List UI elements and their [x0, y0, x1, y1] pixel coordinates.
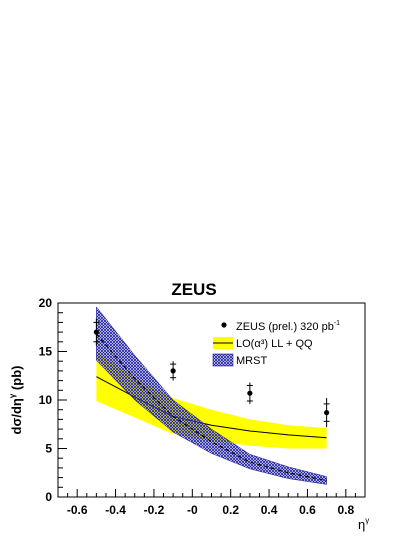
legend: ZEUS (prel.) 320 pb-1 LO(α³) LL + QQ MRS…: [212, 320, 340, 367]
mrst-uncertainty-band: [96, 306, 327, 485]
x-tick-label-3: -0: [187, 503, 198, 517]
y-axis-label-sup: γ: [8, 393, 17, 398]
y-tick-label-2: 10: [39, 393, 53, 407]
data-point-0: [93, 329, 99, 335]
y-tick-label-1: 5: [45, 442, 52, 456]
legend-mrst-label: MRST: [236, 355, 267, 367]
x-tick-label-0: -0.6: [67, 503, 88, 517]
y-tick-label-3: 15: [39, 345, 53, 359]
y-axis-label: dσ/dηγ (pb): [8, 366, 24, 435]
legend-data-text: ZEUS (prel.) 320 pb: [236, 321, 334, 333]
x-tick-label-2: -0.2: [144, 503, 165, 517]
x-axis-label-sup: γ: [365, 516, 369, 525]
x-tick-label-4: 0.2: [222, 503, 239, 517]
chart-title: ZEUS: [171, 280, 216, 299]
x-axis-label: ηγ: [358, 516, 369, 532]
legend-data-marker: [221, 322, 227, 328]
legend-data-label: ZEUS (prel.) 320 pb-1: [236, 320, 340, 333]
data-point-1: [170, 368, 176, 374]
data-point-3: [324, 410, 330, 416]
x-tick-label-6: 0.6: [299, 503, 316, 517]
x-axis: -0.6 -0.4 -0.2 -0 0.2 0.4 0.6 0.8: [57, 489, 366, 517]
x-tick-label-5: 0.4: [261, 503, 278, 517]
y-axis-label-pre: dσ/dη: [9, 398, 24, 434]
legend-lo-label: LO(α³) LL + QQ: [236, 338, 313, 350]
x-axis-label-base: η: [358, 517, 365, 532]
x-tick-label-1: -0.4: [105, 503, 126, 517]
y-tick-label-4: 20: [39, 296, 53, 310]
legend-mrst-swatch: [212, 353, 234, 367]
data-point-2: [247, 390, 253, 396]
mrst-central-line: [95, 333, 327, 482]
y-axis-label-post: (pb): [9, 366, 24, 394]
lo-uncertainty-band: [96, 351, 327, 449]
y-tick-label-0: 0: [45, 490, 52, 504]
data-points-layer: [93, 318, 330, 428]
x-tick-label-7: 0.8: [337, 503, 354, 517]
legend-data-sup: -1: [334, 320, 340, 327]
y-axis: 0 5 10 15 20: [39, 296, 67, 504]
mrst-series-layer: [95, 306, 327, 485]
